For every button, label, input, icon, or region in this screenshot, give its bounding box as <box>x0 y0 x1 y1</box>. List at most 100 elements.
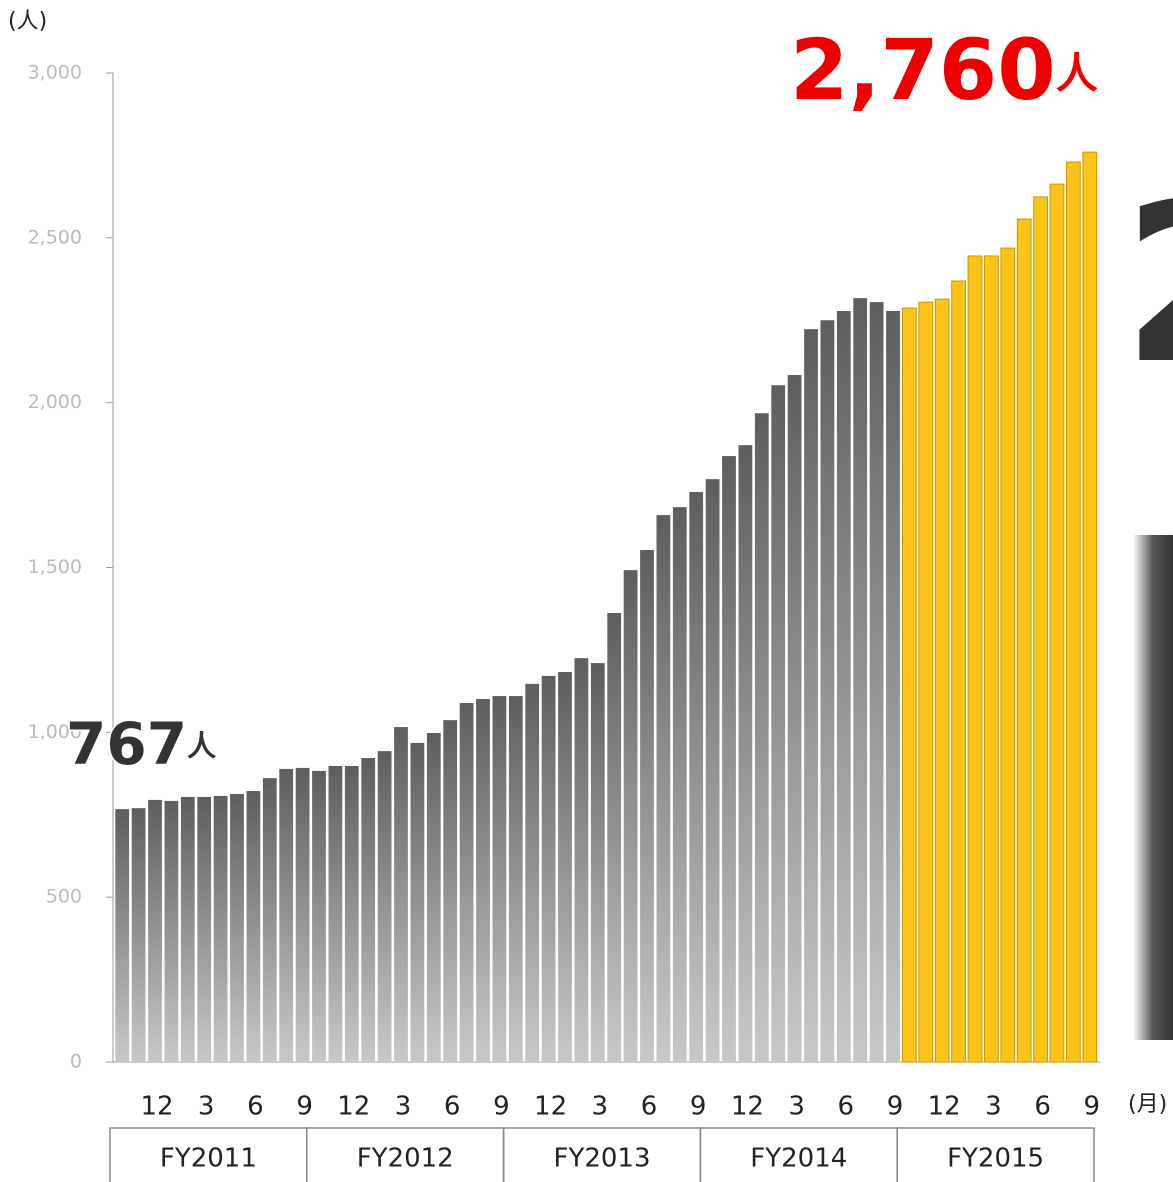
x-tick-label: 9 <box>493 1092 510 1122</box>
bar <box>869 302 884 1062</box>
bar <box>312 770 326 1062</box>
bar <box>508 696 523 1062</box>
bar <box>640 550 654 1062</box>
y-unit: (人) <box>8 9 47 34</box>
bar <box>836 311 851 1062</box>
group-label: FY2013 <box>553 1144 650 1174</box>
annotation-unit: 人 <box>1056 49 1098 98</box>
bar <box>934 298 950 1063</box>
bar <box>213 795 228 1062</box>
group-label: FY2011 <box>160 1144 257 1174</box>
bar <box>623 570 638 1062</box>
bar <box>689 492 704 1062</box>
bar <box>279 768 294 1062</box>
x-tick-label: 3 <box>592 1092 609 1122</box>
x-tick-label: 9 <box>296 1092 313 1122</box>
bar <box>361 758 376 1062</box>
x-tick-label: 6 <box>444 1092 461 1122</box>
bar <box>246 791 261 1062</box>
bar <box>984 255 999 1063</box>
annotation-value: 2,760 <box>790 21 1056 119</box>
y-tick-label: 3,000 <box>28 62 82 84</box>
x-tick-label: 3 <box>198 1092 215 1122</box>
x-tick-label: 6 <box>641 1092 658 1122</box>
x-tick-label: 12 <box>337 1092 370 1122</box>
x-tick-label: 12 <box>731 1092 764 1122</box>
x-tick-label: 9 <box>690 1092 707 1122</box>
x-tick-label: 6 <box>247 1092 264 1122</box>
bar <box>426 732 441 1062</box>
bar <box>590 663 605 1062</box>
bar <box>459 702 474 1062</box>
y-tick-label: 2,500 <box>28 226 82 248</box>
bar <box>197 796 212 1062</box>
photo <box>1133 535 1173 1040</box>
bar <box>443 720 458 1062</box>
bar <box>771 385 786 1062</box>
bar <box>1016 218 1032 1063</box>
x-tick-label: 3 <box>788 1092 805 1122</box>
bar <box>1033 196 1048 1063</box>
x-tick-label: 6 <box>838 1092 855 1122</box>
bar <box>328 765 343 1062</box>
bar <box>853 298 868 1062</box>
bar <box>574 658 589 1062</box>
bar <box>820 320 835 1062</box>
bar <box>377 751 392 1062</box>
y-tick-label: 2,000 <box>28 391 82 413</box>
annotation: 767人 <box>66 710 216 778</box>
bar <box>1082 151 1098 1063</box>
x-tick-label: 6 <box>1034 1092 1051 1122</box>
x-tick-label: 9 <box>1084 1092 1101 1122</box>
annotation: 2,760人 <box>790 21 1098 119</box>
x-tick-label: 12 <box>140 1092 173 1122</box>
bar <box>230 793 244 1062</box>
bar <box>754 413 769 1062</box>
bar <box>476 699 490 1062</box>
bar <box>672 507 687 1062</box>
bar <box>180 796 195 1062</box>
bar <box>886 311 900 1062</box>
x-unit: (月) <box>1128 1092 1167 1117</box>
bar <box>410 742 425 1062</box>
bar <box>558 672 572 1062</box>
bar <box>787 374 802 1062</box>
bar <box>541 675 556 1062</box>
bar <box>262 778 277 1062</box>
y-tick-label: 1,500 <box>28 556 82 578</box>
bar <box>394 727 408 1062</box>
group-label: FY2014 <box>750 1144 847 1174</box>
bar <box>951 280 966 1063</box>
bar <box>804 329 818 1062</box>
group-label: FY2015 <box>947 1144 1044 1174</box>
y-tick-label: 1,000 <box>28 721 82 743</box>
bar <box>607 612 622 1062</box>
y-tick-label: 0 <box>70 1051 82 1073</box>
x-tick-label: 3 <box>395 1092 412 1122</box>
bar <box>295 767 310 1062</box>
bar <box>1066 161 1081 1063</box>
y-tick-label: 500 <box>46 886 82 908</box>
bar <box>344 765 359 1062</box>
side-text: 2 <box>1122 156 1173 412</box>
bar <box>656 515 671 1062</box>
bar <box>705 479 720 1063</box>
bar <box>1000 247 1016 1063</box>
bar <box>967 255 983 1063</box>
bar <box>918 301 934 1063</box>
group-label: FY2012 <box>357 1144 454 1174</box>
bar <box>115 809 130 1062</box>
x-tick-label: 9 <box>887 1092 904 1122</box>
x-tick-label: 12 <box>534 1092 567 1122</box>
bar <box>492 696 507 1062</box>
bar <box>131 808 146 1062</box>
bar <box>148 799 162 1062</box>
bar <box>164 800 179 1062</box>
annotation-value: 767 <box>66 710 187 778</box>
annotation-unit: 人 <box>187 729 216 763</box>
group-box <box>896 1127 1095 1182</box>
bar <box>738 445 753 1062</box>
x-tick-label: 12 <box>928 1092 961 1122</box>
bar <box>902 307 917 1063</box>
